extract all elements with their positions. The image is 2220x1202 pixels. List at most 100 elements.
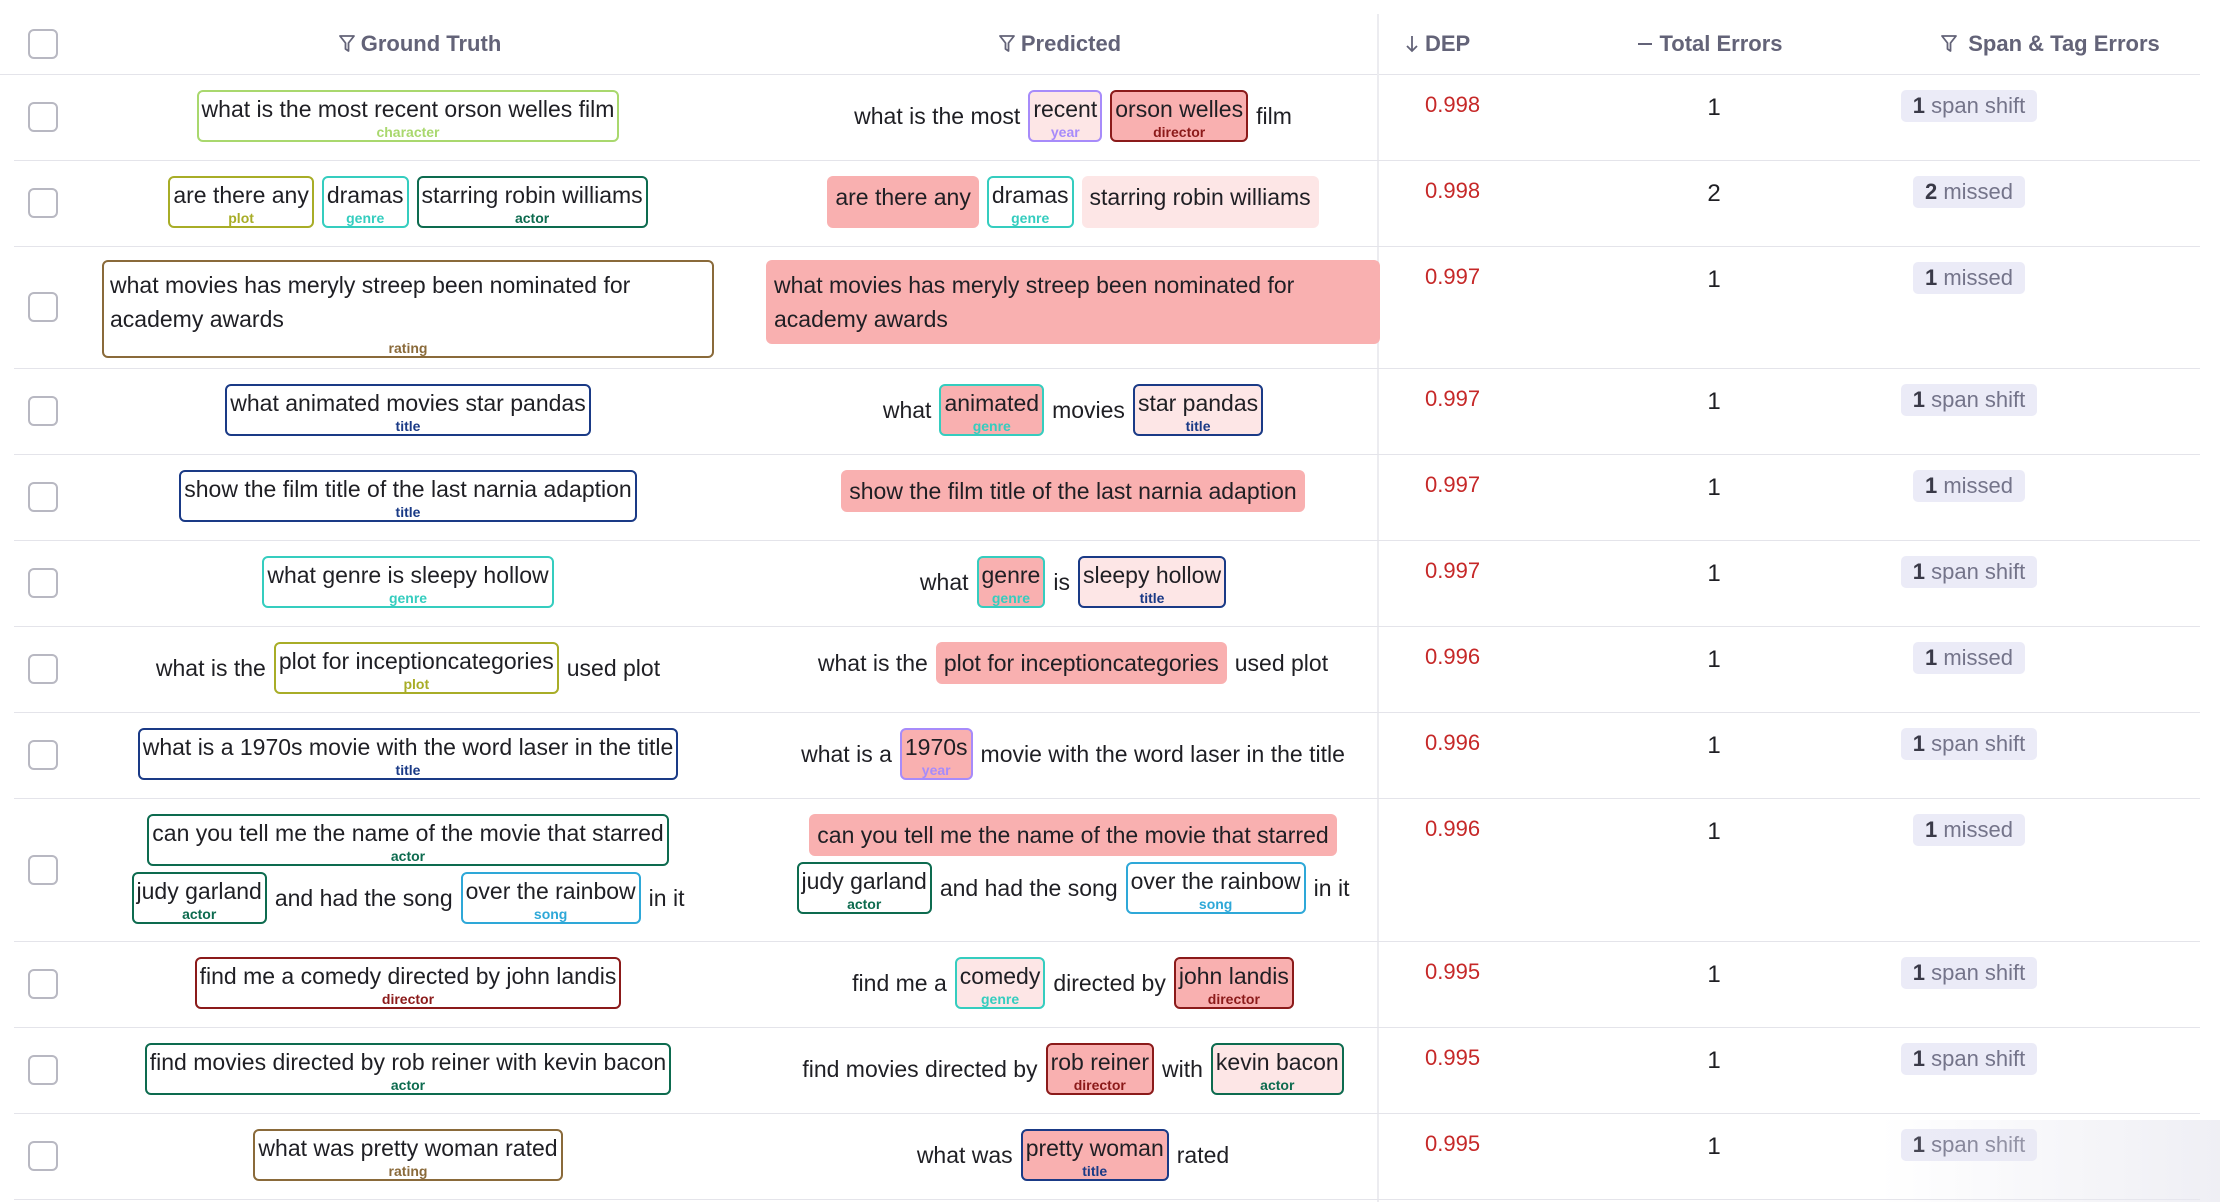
row-checkbox[interactable] [28, 855, 58, 885]
entity-span-director: john landis director [1173, 957, 1294, 1009]
row-checkbox[interactable] [28, 188, 58, 218]
column-header-total-errors[interactable]: Total Errors [1600, 14, 1820, 74]
error-type: missed [1943, 473, 2014, 498]
predicted-cell: what movies has meryly streep been nomin… [732, 260, 1414, 344]
error-badge-pill[interactable]: 1 span shift [1900, 1043, 2038, 1075]
entity-span-actor: judy garland actor [796, 862, 932, 914]
plain-text: is [1053, 568, 1070, 595]
total-errors-value: 1 [1707, 474, 1721, 501]
error-badge[interactable]: 1 missed [1854, 262, 2084, 294]
plain-text: find me a [852, 969, 947, 996]
table-row[interactable]: find movies directed by rob reiner with … [14, 1027, 2200, 1114]
span-text: can you tell me the name of the movie th… [152, 820, 664, 846]
plain-text: rated [1176, 1141, 1230, 1168]
span-text: what genre is sleepy hollow [267, 562, 549, 588]
error-badge-pill[interactable]: 1 span shift [1900, 90, 2038, 122]
error-badge-pill[interactable]: 1 span shift [1900, 556, 2038, 588]
table-row[interactable]: what animated movies star pandas title wha… [14, 368, 2200, 455]
error-type: missed [1943, 645, 2014, 670]
dep-score: 0.997 [1425, 558, 1481, 583]
entity-span-year: recent year [1028, 90, 1103, 142]
error-badge[interactable]: 1 missed [1854, 642, 2084, 674]
column-header-span-tag-errors[interactable]: Span & Tag Errors [1920, 14, 2180, 74]
table-row[interactable]: what is the most recent orson welles fil… [14, 74, 2200, 161]
row-checkbox[interactable] [28, 568, 58, 598]
row-checkbox[interactable] [28, 102, 58, 132]
span-tag-label: title [1082, 1163, 1108, 1179]
entity-span-director: find me a comedy directed by john landis… [194, 957, 622, 1009]
error-badge[interactable]: 1 span shift [1854, 1043, 2084, 1075]
row-checkbox[interactable] [28, 396, 58, 426]
select-all-checkbox[interactable] [28, 29, 58, 59]
row-checkbox[interactable] [28, 969, 58, 999]
table-row[interactable]: can you tell me the name of the movie th… [14, 798, 2200, 942]
error-badge-pill[interactable]: 1 missed [1912, 814, 2026, 846]
plain-text: what is a [801, 740, 892, 767]
column-header-ground-truth[interactable]: Ground Truth [280, 14, 560, 74]
table-row[interactable]: what was pretty woman rated rating what wa… [14, 1113, 2200, 1200]
predicted-cell: what genre genre is sleepy hollow title [732, 556, 1414, 608]
plain-text: used plot [1234, 649, 1329, 676]
total-errors-value: 2 [1707, 180, 1721, 207]
error-badge[interactable]: 2 missed [1854, 176, 2084, 208]
column-header-predicted[interactable]: Predicted [920, 14, 1200, 74]
column-header-dep[interactable]: DEP [1405, 14, 1515, 74]
row-checkbox[interactable] [28, 1141, 58, 1171]
error-badge[interactable]: 1 span shift [1854, 90, 2084, 122]
error-badge-pill[interactable]: 1 missed [1912, 470, 2026, 502]
span-text: sleepy hollow [1082, 562, 1222, 588]
table-row[interactable]: show the film title of the last narnia a… [14, 454, 2200, 541]
table-row[interactable]: what is a 1970s movie with the word lase… [14, 712, 2200, 799]
total-errors-value: 1 [1707, 732, 1721, 759]
error-badge-pill[interactable]: 2 missed [1912, 176, 2026, 208]
error-badge[interactable]: 1 missed [1854, 470, 2084, 502]
token-line: what is a 1970s year movie with the word la… [732, 728, 1414, 780]
error-badge[interactable]: 1 missed [1854, 814, 2084, 846]
plain-text: movie with the word laser in the title [980, 740, 1345, 767]
row-checkbox[interactable] [28, 740, 58, 770]
error-badge-pill[interactable]: 1 span shift [1900, 957, 2038, 989]
table-row[interactable]: what movies has meryly streep been nomin… [14, 246, 2200, 369]
error-badge[interactable]: 1 span shift [1854, 556, 2084, 588]
error-count: 1 [1924, 265, 1938, 290]
token-line: what was pretty woman title rated [732, 1129, 1414, 1181]
ground-truth-cell: are there any plot dramas genre starring rob… [14, 176, 802, 228]
error-badge-pill[interactable]: 1 span shift [1900, 384, 2038, 416]
error-badge-pill[interactable]: 1 missed [1912, 642, 2026, 674]
ground-truth-cell: what animated movies star pandas title [14, 384, 802, 436]
row-checkbox[interactable] [28, 482, 58, 512]
table-row[interactable]: are there any plot dramas genre starring rob… [14, 160, 2200, 247]
entity-span-actor: find movies directed by rob reiner with … [144, 1043, 672, 1095]
predicted-cell: what is the most recent year orson welles di… [732, 90, 1414, 142]
span-text: rob reiner [1050, 1049, 1149, 1075]
row-checkbox[interactable] [28, 292, 58, 322]
entity-span-title: star pandas title [1132, 384, 1264, 436]
ground-truth-label: Ground Truth [360, 31, 502, 56]
error-badge[interactable]: 1 span shift [1854, 384, 2084, 416]
dash-icon [1638, 43, 1653, 45]
predicted-cell: what was pretty woman title rated [732, 1129, 1414, 1181]
token-line: judy garland actor and had the song over th… [732, 862, 1414, 914]
ground-truth-cell: what movies has meryly streep been nomin… [14, 260, 802, 358]
table-row[interactable]: what is the plot for inceptioncategories p… [14, 626, 2200, 713]
corner-shadow [1880, 1120, 2220, 1202]
row-checkbox[interactable] [28, 654, 58, 684]
error-badge[interactable]: 1 span shift [1854, 957, 2084, 989]
ground-truth-cell: what is the most recent orson welles fil… [14, 90, 802, 142]
span-text: what animated movies star pandas [230, 390, 586, 416]
error-count: 1 [1912, 93, 1925, 118]
span-tag-label: title [395, 504, 421, 520]
missed-span: can you tell me the name of the movie th… [809, 814, 1337, 856]
plain-text: what [919, 568, 969, 595]
table-row[interactable]: find me a comedy directed by john landis… [14, 941, 2200, 1028]
error-badge-pill[interactable]: 1 span shift [1900, 728, 2038, 760]
error-badge[interactable]: 1 span shift [1854, 728, 2084, 760]
table-row[interactable]: what genre is sleepy hollow genre what genr… [14, 540, 2200, 627]
entity-span-title: show the film title of the last narnia a… [179, 470, 637, 522]
span-tag-label: title [395, 762, 421, 778]
error-badge-pill[interactable]: 1 missed [1912, 262, 2026, 294]
total-errors-label: Total Errors [1659, 31, 1783, 56]
total-errors-value: 1 [1707, 646, 1721, 673]
row-checkbox[interactable] [28, 1055, 58, 1085]
